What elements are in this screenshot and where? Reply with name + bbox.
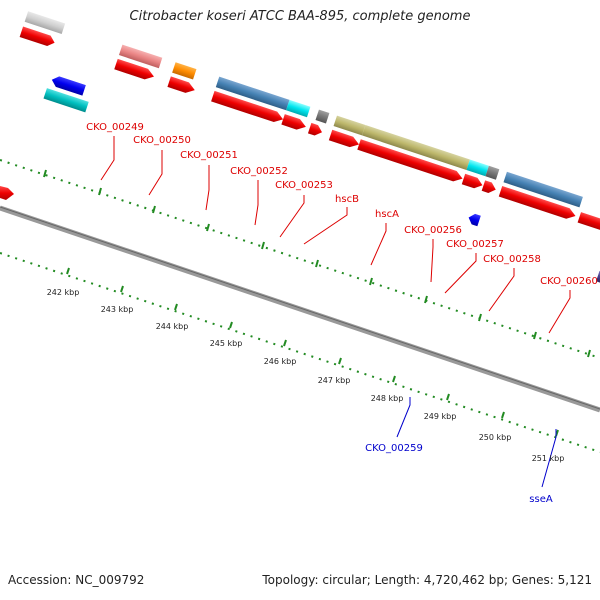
leader-lines-reverse [396,397,557,488]
cds-track-forward [19,26,600,235]
cds-arrow[interactable] [211,90,285,125]
kbp-label: 250 kbp [479,433,512,442]
kbp-label: 246 kbp [264,357,297,366]
feature-gray-1[interactable] [315,109,330,124]
cds-arrow[interactable] [307,122,324,138]
kbp-label: 245 kbp [210,339,243,348]
feature-light[interactable] [24,11,66,34]
inner-tick-track [0,252,600,453]
feature-stub-left [0,186,14,200]
inner-major-ticks [66,267,559,437]
gene-label[interactable]: CKO_00250 [133,135,191,146]
feature-steel-1[interactable] [215,76,290,111]
kbp-label: 242 kbp [47,288,80,297]
cds-arrow[interactable] [167,76,196,95]
feature-track-outer [24,11,583,208]
map-title: Citrobacter koseri ATCC BAA-895, complet… [129,9,471,24]
cds-arrow-reverse[interactable] [467,212,481,227]
feature-orange[interactable] [172,62,197,80]
gene-label[interactable]: CKO_00260 [540,276,598,287]
feature-khaki-2[interactable] [362,124,470,170]
genome-backbone [0,205,600,413]
cds-arrow[interactable] [481,180,498,195]
feature-cyan-1[interactable] [286,99,311,118]
cds-arrow-reverse[interactable] [50,74,86,96]
cds-arrow[interactable] [357,139,464,184]
gene-labels-forward: CKO_00249 CKO_00250 CKO_00251 CKO_00252 … [86,122,598,287]
gene-label[interactable]: CKO_00253 [275,180,333,191]
kbp-label: 248 kbp [371,394,404,403]
gene-label[interactable]: CKO_00251 [180,150,238,161]
outer-major-ticks [43,169,591,358]
feature-cyan-2[interactable] [466,159,489,177]
accession-text: Accession: NC_009792 [8,573,145,587]
gene-label[interactable]: sseA [529,494,553,505]
cds-arrow[interactable] [114,58,155,82]
topology-text: Topology: circular; Length: 4,720,462 bp… [262,573,592,587]
feature-gray-2[interactable] [485,165,500,180]
cds-arrow[interactable] [498,186,577,221]
cds-arrow[interactable] [461,173,484,191]
gene-label[interactable]: CKO_00252 [230,166,288,177]
feature-khaki-1[interactable] [333,115,366,136]
cds-arrow[interactable] [281,114,307,132]
gene-label[interactable]: CKO_00257 [446,239,504,250]
cds-arrow[interactable] [577,212,600,235]
kbp-labels: 242 kbp 243 kbp 244 kbp 245 kbp 246 kbp … [47,288,565,463]
kbp-label: 244 kbp [156,322,189,331]
gene-label[interactable]: hscA [375,209,399,220]
kbp-label: 247 kbp [318,376,351,385]
gene-label[interactable]: CKO_00256 [404,225,462,236]
kbp-label: 251 kbp [532,454,565,463]
cds-arrow[interactable] [328,129,361,150]
gene-label[interactable]: hscB [335,194,359,205]
cds-track-reverse [43,74,600,296]
gene-label[interactable]: CKO_00249 [86,122,144,133]
gene-label[interactable]: CKO_00258 [483,254,541,265]
feature-teal[interactable] [43,88,89,113]
kbp-label: 243 kbp [101,305,134,314]
feature-pink[interactable] [118,44,163,69]
gene-label[interactable]: CKO_00259 [365,443,423,454]
kbp-label: 249 kbp [424,412,457,421]
feature-steel-2[interactable] [503,171,583,208]
cds-arrow[interactable] [19,26,57,47]
gene-labels-reverse: CKO_00259 sseA [365,443,553,505]
leader-lines-forward [100,136,571,334]
